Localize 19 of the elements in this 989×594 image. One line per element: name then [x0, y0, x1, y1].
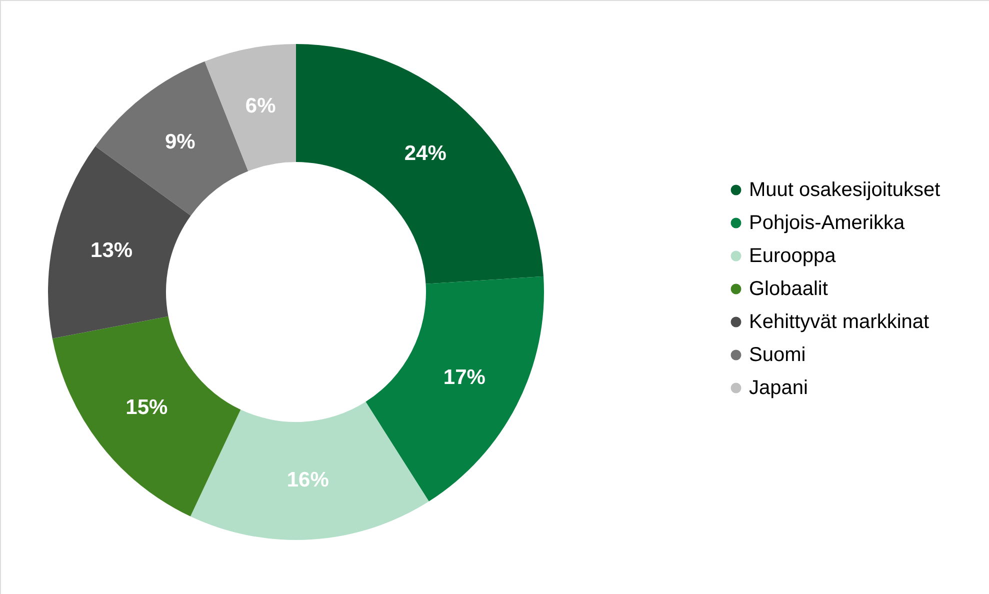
legend-label: Pohjois-Amerikka [749, 212, 906, 234]
legend-label: Eurooppa [749, 245, 837, 267]
legend-label: Muut osakesijoitukset [749, 179, 941, 201]
data-label: 16% [286, 468, 330, 492]
donut-slice [366, 276, 544, 502]
data-label: 15% [126, 396, 168, 419]
donut-slice [190, 402, 429, 540]
legend-label: Suomi [749, 344, 806, 366]
data-label: 24% [404, 142, 447, 166]
legend-label: Kehittyvät markkinat [749, 311, 930, 333]
donut-slice [52, 316, 241, 516]
data-label: 6% [245, 94, 276, 118]
donut-slice [296, 44, 544, 284]
legend-label: Japani [749, 377, 808, 399]
donut-slice [204, 44, 296, 172]
legend-label: Globaalit [749, 278, 828, 300]
data-label: 17% [443, 366, 486, 389]
data-label: 9% [164, 130, 196, 154]
data-label: 13% [90, 238, 133, 262]
